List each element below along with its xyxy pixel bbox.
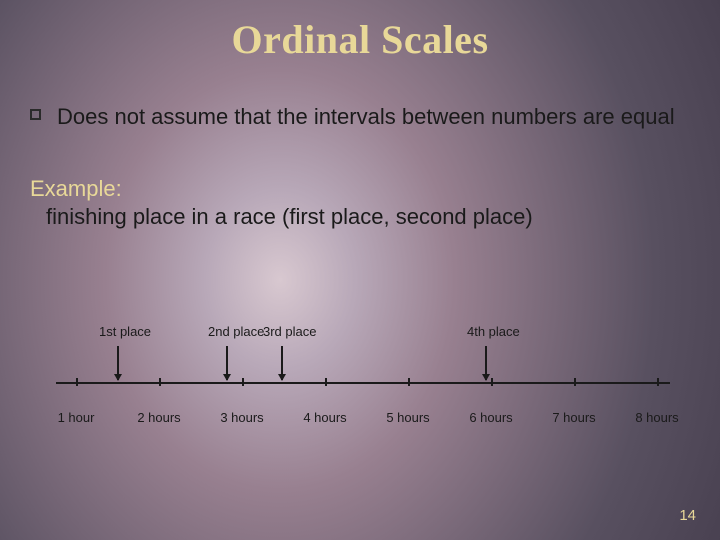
hour-tick [242, 378, 244, 386]
bullet-text: Does not assume that the intervals betwe… [57, 103, 675, 132]
hour-label: 7 hours [552, 410, 595, 425]
hour-label: 6 hours [469, 410, 512, 425]
hour-tick [325, 378, 327, 386]
hour-tick [491, 378, 493, 386]
hour-tick [408, 378, 410, 386]
hour-tick [657, 378, 659, 386]
slide-title: Ordinal Scales [0, 0, 720, 63]
place-label: 4th place [467, 324, 520, 339]
timeline-line [56, 382, 670, 384]
hour-label: 2 hours [137, 410, 180, 425]
place-label: 1st place [99, 324, 151, 339]
place-arrow [226, 346, 228, 380]
example-label: Example: [30, 176, 690, 202]
hour-tick [574, 378, 576, 386]
page-number: 14 [679, 507, 696, 524]
hour-tick [76, 378, 78, 386]
bullet-item: Does not assume that the intervals betwe… [0, 63, 720, 132]
hour-label: 4 hours [303, 410, 346, 425]
hour-label: 3 hours [220, 410, 263, 425]
place-label: 2nd place [208, 324, 264, 339]
bullet-marker [30, 109, 41, 120]
example-block: Example: finishing place in a race (firs… [0, 132, 720, 230]
hour-label: 1 hour [58, 410, 95, 425]
hour-label: 8 hours [635, 410, 678, 425]
example-text: finishing place in a race (first place, … [30, 204, 690, 230]
place-arrow [117, 346, 119, 380]
place-label: 3rd place [263, 324, 316, 339]
place-arrow [281, 346, 283, 380]
hour-label: 5 hours [386, 410, 429, 425]
place-arrow [485, 346, 487, 380]
hour-tick [159, 378, 161, 386]
